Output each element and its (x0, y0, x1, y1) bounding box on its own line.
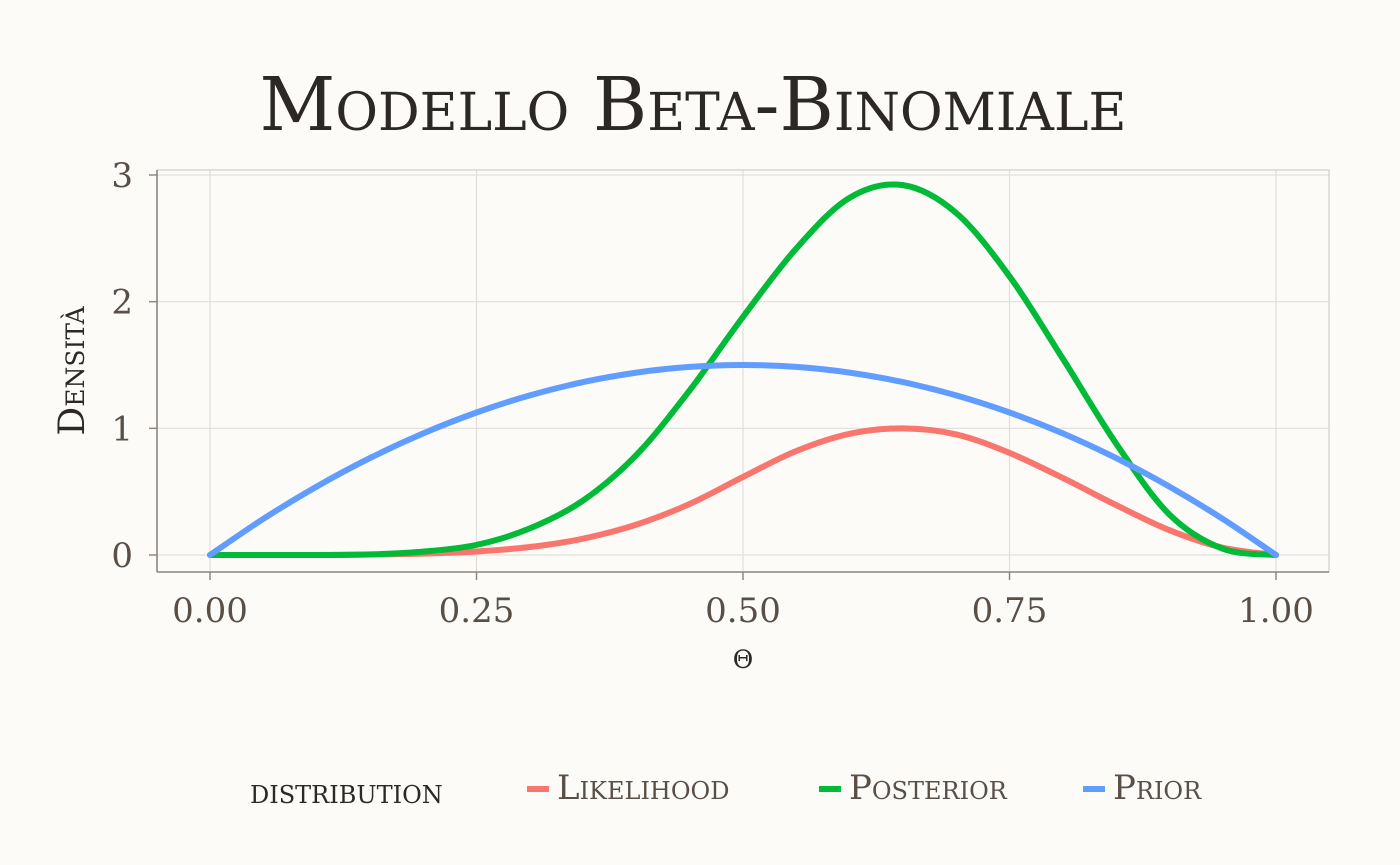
x-tick-label: 0.75 (972, 591, 1048, 631)
series-line-posterior (207, 181, 1279, 559)
chart-title: Modello Beta-Binomiale (260, 62, 1127, 148)
y-tick-labels: 0 1 2 3 (111, 156, 133, 576)
series-line-prior (207, 362, 1279, 558)
series-lines (207, 181, 1279, 559)
legend-label-posterior: Posterior (849, 768, 1008, 808)
y-tick-label: 0 (111, 536, 133, 576)
x-tick-label: 0.25 (439, 591, 515, 631)
y-tick-label: 1 (111, 409, 133, 449)
x-tick-label: 0.50 (705, 591, 781, 631)
legend-title: distribution (250, 772, 443, 812)
grid (157, 170, 1329, 572)
legend-label-prior: Prior (1113, 768, 1202, 808)
legend: distribution Likelihood Posterior Prior (250, 768, 1202, 812)
x-tick-label: 0.00 (172, 591, 248, 631)
x-tick-labels: 0.00 0.25 0.50 0.75 1.00 (172, 591, 1314, 631)
legend-label-likelihood: Likelihood (557, 768, 729, 808)
y-axis-label: Densità (52, 305, 93, 435)
x-axis-label: θ (733, 636, 754, 677)
y-tick-label: 2 (111, 283, 133, 323)
axes (149, 170, 1329, 580)
x-tick-label: 1.00 (1238, 591, 1314, 631)
y-tick-label: 3 (111, 156, 133, 196)
